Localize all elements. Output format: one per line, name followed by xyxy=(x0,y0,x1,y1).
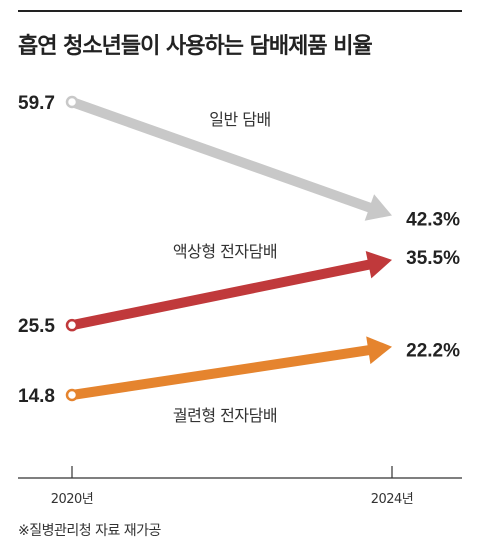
series-heated-tobacco: 14.8 22.2% 궐련형 전자담배 xyxy=(18,336,460,425)
start-point-liquid-ecig xyxy=(65,318,79,332)
series-cigarette: 59.7 42.3% 일반 담배 xyxy=(18,93,460,231)
x-tick-label-2024: 2024년 xyxy=(371,492,414,507)
series-liquid-ecig: 25.5 35.5% 액상형 전자담배 xyxy=(18,242,460,337)
start-value-label-heated-tobacco: 14.8 xyxy=(18,386,55,407)
series-line-liquid-ecig xyxy=(71,259,372,331)
arrowhead-liquid-ecig xyxy=(365,251,392,279)
series-label-heated-tobacco: 궐련형 전자담배 xyxy=(173,406,277,425)
start-point-cigarette xyxy=(65,95,79,109)
series-label-liquid-ecig: 액상형 전자담배 xyxy=(173,242,277,261)
arrowhead-heated-tobacco xyxy=(366,336,392,365)
end-value-label-heated-tobacco: 22.2% xyxy=(406,341,460,362)
series-line-cigarette xyxy=(70,97,373,213)
x-axis: 2020년 2024년 xyxy=(18,466,462,507)
start-value-label-cigarette: 59.7 xyxy=(18,93,55,114)
start-value-label-liquid-ecig: 25.5 xyxy=(18,316,55,337)
start-point-heated-tobacco xyxy=(65,388,79,402)
series-label-cigarette: 일반 담배 xyxy=(209,110,270,129)
end-value-label-liquid-ecig: 35.5% xyxy=(406,248,460,269)
source-note: ※질병관리청 자료 재가공 xyxy=(18,523,161,539)
top-rule xyxy=(18,10,462,12)
series-line-heated-tobacco xyxy=(71,345,371,400)
arrowhead-cigarette xyxy=(364,194,392,221)
chart-title: 흡연 청소년들이 사용하는 담배제품 비율 xyxy=(18,34,373,59)
end-value-label-cigarette: 42.3% xyxy=(406,210,460,231)
x-tick-label-2020: 2020년 xyxy=(51,492,94,507)
